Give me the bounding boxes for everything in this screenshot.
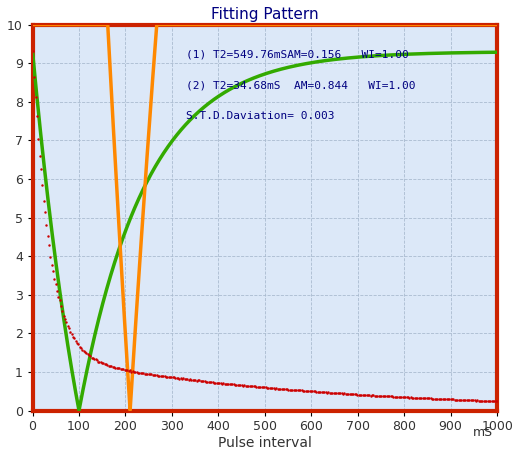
Text: mS: mS — [473, 426, 493, 440]
Text: (1) T2=549.76mSAM=0.156   WI=1.00: (1) T2=549.76mSAM=0.156 WI=1.00 — [186, 50, 409, 59]
Text: (2) T2=34.68mS  AM=0.844   WI=1.00: (2) T2=34.68mS AM=0.844 WI=1.00 — [186, 80, 415, 90]
Text: S.T.D.Daviation= 0.003: S.T.D.Daviation= 0.003 — [186, 112, 334, 122]
Title: Fitting Pattern: Fitting Pattern — [211, 7, 319, 22]
X-axis label: Pulse interval: Pulse interval — [218, 436, 312, 450]
